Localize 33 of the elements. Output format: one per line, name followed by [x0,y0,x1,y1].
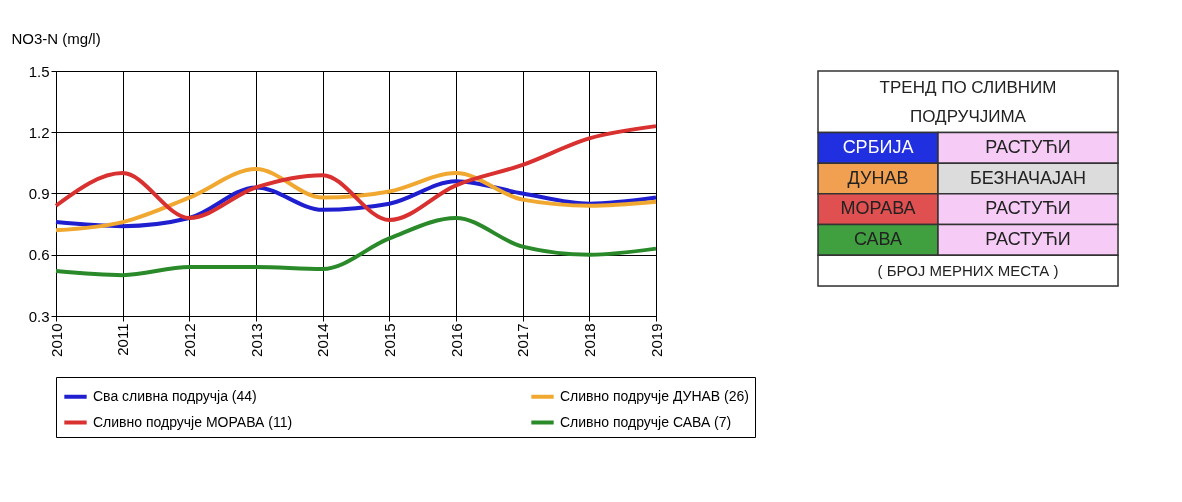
x-tick-label: 2017 [514,323,532,357]
legend-label: Сва сливна подручја (44) [93,387,257,404]
y-tick-label: 0.3 [28,307,50,325]
y-axis-title: NO3-N (mg/l) [11,29,101,47]
legend-label: Сливно подручје МОРАВА (11) [93,413,293,430]
legend-label: Сливно подручје ДУНАВ (26) [560,387,749,404]
x-tick-label: 2018 [580,323,598,357]
category-label: МОРАВА [840,198,916,219]
text: ( БРОЈ МЕРНИХ МЕСТА ) [877,261,1059,279]
category-label: СРБИЈА [842,136,914,157]
x-tick-label: 2011 [114,323,132,356]
line-series [54,124,658,223]
text: РАСТУЋИ [985,136,1071,157]
x-tick-label: 2015 [380,323,398,357]
text: РАСТУЋИ [985,198,1071,219]
text: ТРЕНД ПО СЛИВНИМ ПОДРУЧЈИМА [879,77,1057,127]
x-tick-label: 2010 [47,323,65,357]
x-tick-label: 2014 [314,323,332,357]
x-tick-label: 2012 [180,323,198,357]
legend-label: Сливно подручје САВА (7) [560,413,732,430]
line-series [54,216,658,278]
x-tick-label: 2013 [247,323,265,357]
line-series [54,167,658,233]
y-tick-label: 0.6 [28,246,50,264]
category-label: САВА [853,228,903,249]
y-tick-label: 1.5 [28,62,50,80]
category-label: ДУНАВ [847,167,909,188]
text: БЕЗНАЧАЈАН [970,167,1086,188]
x-tick-label: 2016 [447,323,465,357]
y-tick-label: 0.9 [28,185,50,202]
x-tick-label: 2019 [647,323,665,357]
text: РАСТУЋИ [985,228,1071,249]
y-tick-label: 1.2 [28,123,50,141]
